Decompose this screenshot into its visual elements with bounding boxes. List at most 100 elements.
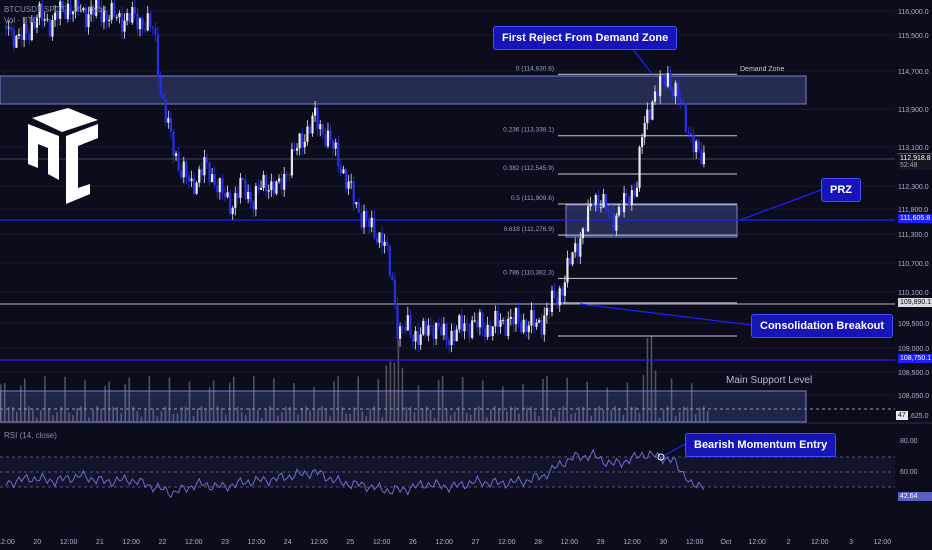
volume-bar — [148, 376, 151, 422]
volume-bar — [305, 406, 307, 422]
candle-body — [172, 131, 175, 156]
volume-bar — [534, 411, 536, 422]
volume-bar — [385, 365, 388, 422]
volume-bar — [622, 415, 625, 422]
candle-body — [571, 252, 574, 265]
main-support-label: Main Support Level — [726, 375, 813, 386]
volume-bar — [168, 377, 171, 422]
candle-body — [589, 203, 592, 207]
candle-body — [406, 315, 409, 331]
candle-body — [314, 107, 317, 116]
candle-body — [339, 166, 342, 174]
candle-body — [355, 202, 358, 205]
candle-body — [231, 207, 234, 215]
candle-body — [5, 25, 8, 29]
candle-body — [293, 149, 296, 151]
volume-bar — [646, 337, 649, 422]
volume-bar — [301, 407, 303, 422]
volume-bar — [610, 410, 613, 422]
time-tick-label: 25 — [346, 539, 354, 546]
volume-bar — [425, 406, 428, 422]
candle-body — [440, 326, 443, 336]
candle-body — [74, 0, 77, 12]
demand-zone-rect — [0, 75, 807, 105]
candle-body — [411, 334, 415, 342]
candle-body — [97, 0, 100, 8]
volume-bar — [630, 406, 633, 422]
candle-body — [597, 195, 600, 209]
price-label-108750: 108,750.1 — [898, 354, 932, 363]
volume-bar — [433, 417, 436, 422]
price-tick-label: ,625.0 — [909, 413, 929, 420]
volume-bar — [248, 408, 251, 422]
volume-bar — [642, 374, 645, 422]
candle-body — [10, 27, 13, 30]
candle-body — [337, 142, 340, 167]
volume-bar — [417, 385, 420, 422]
candle-body — [236, 193, 239, 198]
price-tick-label: 109,000.0 — [898, 346, 929, 353]
candle-body — [579, 238, 582, 257]
volume-bar — [196, 408, 199, 422]
demand-zone-label: Demand Zone — [740, 66, 785, 73]
candle-body — [342, 169, 345, 174]
candle-body — [208, 162, 211, 183]
brand-logo-icon — [28, 108, 98, 204]
candle-body — [25, 23, 28, 34]
candle-body — [419, 334, 422, 345]
volume-bar — [377, 379, 380, 422]
volume-bar — [357, 376, 360, 422]
candle-body — [66, 3, 69, 20]
candle-body — [265, 174, 268, 192]
candle-body — [87, 14, 90, 28]
volume-bar — [236, 406, 239, 422]
volume-bar — [313, 387, 315, 422]
volume-bar — [309, 410, 311, 422]
volume-bar — [60, 406, 62, 422]
candle-body — [48, 18, 51, 37]
candle-body — [77, 0, 80, 12]
candle-body — [169, 118, 172, 132]
volume-bar — [156, 416, 159, 422]
volume-bar — [329, 416, 331, 422]
volume-bar — [554, 416, 556, 422]
volume-bar — [469, 414, 472, 422]
candle-body — [30, 22, 33, 41]
candle-body — [592, 203, 595, 205]
candle-body — [316, 107, 319, 130]
price-label-111605: 111,605.8 — [898, 214, 932, 223]
volume-bar — [152, 409, 155, 422]
time-tick-label: Oct — [720, 539, 731, 546]
candle-body — [538, 320, 541, 323]
time-tick-label: 28 — [534, 539, 542, 546]
candle-body — [326, 130, 330, 147]
candle-body — [689, 133, 693, 136]
candle-body — [447, 340, 451, 346]
volume-bar — [682, 406, 685, 422]
candle-body — [496, 310, 500, 327]
volume-bar — [506, 411, 508, 422]
volume-bar — [136, 410, 139, 422]
time-tick-label: 3 — [849, 539, 853, 546]
candle-body — [620, 206, 623, 213]
volume-bar — [674, 415, 677, 422]
volume-bar — [192, 415, 195, 422]
price-tick-label: 109,500.0 — [898, 321, 929, 328]
candle-body — [563, 282, 566, 296]
time-tick-label: 12:00 — [0, 539, 15, 546]
volume-bar — [333, 381, 335, 422]
candle-body — [156, 34, 160, 78]
volume-bar — [473, 407, 476, 422]
volume-bar — [325, 408, 327, 422]
candle-body — [380, 232, 384, 246]
candle-body — [15, 35, 18, 48]
candle-body — [697, 141, 700, 150]
volume-bar — [188, 381, 191, 422]
candle-body — [628, 196, 631, 206]
connector-first-reject — [631, 47, 653, 75]
candle-body — [494, 310, 497, 327]
candle-body — [321, 124, 324, 134]
candle-body — [599, 207, 603, 209]
price-tick-label: 110,700.0 — [898, 261, 929, 268]
